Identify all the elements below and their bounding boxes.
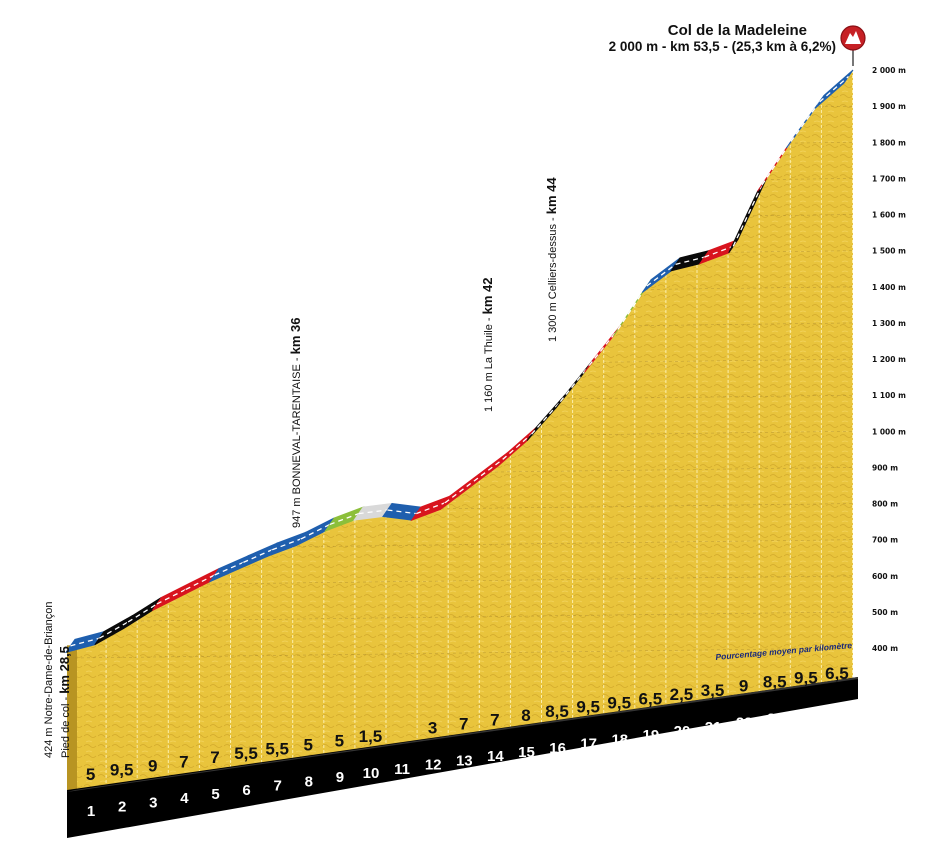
y-tick-label: 2 000 m <box>872 66 906 75</box>
gradient-value: 5,5 <box>265 740 289 759</box>
summit-marker <box>840 25 866 66</box>
km-label: 14 <box>487 748 504 765</box>
gradient-value: 3 <box>428 719 437 738</box>
y-tick-label: 1 400 m <box>872 283 906 292</box>
gradient-value: 8,5 <box>545 702 569 721</box>
annotation-la-thuile: 1 160 m La Thuile - km 42 <box>480 277 495 412</box>
km-base-strip <box>67 677 858 838</box>
km-label: 24 <box>798 706 815 723</box>
gradient-value: 8 <box>521 706 530 725</box>
km-label: 22 <box>736 715 753 732</box>
gradient-value: 8,5 <box>763 673 787 692</box>
gradient-value: 9 <box>148 757 157 776</box>
km-label: 23 <box>767 710 784 727</box>
y-tick-label: 700 m <box>872 536 898 545</box>
annotations: 424 m Notre-Dame-de-Briançon Pied de col … <box>43 177 559 758</box>
km-label: 19 <box>643 727 660 744</box>
km-label: 3 <box>149 794 157 811</box>
gradient-value: 5,5 <box>234 744 258 763</box>
annotation-celliers: 1 300 m Celliers-dessus - km 44 <box>544 177 559 342</box>
chart-title: Col de la Madeleine <box>668 22 807 39</box>
annotation-start-km: Pied de col - km 28,5 <box>57 646 72 758</box>
gradient-value: 5 <box>304 736 313 755</box>
gradient-value: 7 <box>179 752 188 771</box>
y-tick-label: 1 700 m <box>872 174 906 183</box>
km-labels: 1 2 3 4 5 6 7 8 9 10 11 12 13 14 15 16 17 18 19 20 21 22 23 24 2… <box>87 702 846 820</box>
gradient-labels: 5 9,5 9 7 7 5,5 5,5 5 5 1,5 3 7 7 8 8,5 9,5 9,5 6,5 2,5 3,5… <box>86 664 849 784</box>
km-label: 2 <box>118 799 126 816</box>
km-label: 16 <box>549 740 566 757</box>
km-label: 8 <box>305 773 313 790</box>
chart-subtitle: 2 000 m - km 53,5 - (25,3 km à 6,2%) <box>609 39 836 54</box>
km-label: 4 <box>180 790 189 807</box>
gradient-value: 6,5 <box>639 689 663 708</box>
gradient-value: 9,5 <box>607 694 631 713</box>
gradient-value: 9 <box>739 677 748 696</box>
km-label: 5 <box>211 786 219 803</box>
road-segments <box>64 69 854 654</box>
y-tick-label: 1 200 m <box>872 355 906 364</box>
km-label: 6 <box>242 782 250 799</box>
gradient-value: 6,5 <box>825 664 849 683</box>
gradient-value: 2,5 <box>670 685 694 704</box>
y-tick-label: 600 m <box>872 572 898 581</box>
km-label: 11 <box>394 761 410 778</box>
gradient-value: 7 <box>490 710 499 729</box>
gradient-value: 7 <box>210 748 219 767</box>
gradient-value: 5 <box>86 765 95 784</box>
gradient-value: 7 <box>459 715 468 734</box>
y-tick-label: 1 800 m <box>872 138 906 147</box>
y-tick-label: 800 m <box>872 500 898 509</box>
km-label: 15 <box>518 744 535 761</box>
y-tick-label: 900 m <box>872 463 898 472</box>
y-tick-label: 1 100 m <box>872 391 906 400</box>
y-axis-labels: 2 000 m 1 900 m 1 800 m 1 700 m 1 600 m 1 500… <box>872 66 906 653</box>
km-label: 1 <box>87 803 95 820</box>
km-label: 9 <box>336 769 344 786</box>
km-label: 7 <box>274 778 282 795</box>
gradient-value: 3,5 <box>701 681 725 700</box>
y-tick-label: 1 500 m <box>872 247 906 256</box>
gradient-value: 9,5 <box>110 761 134 780</box>
y-tick-label: 1 300 m <box>872 319 906 328</box>
profile-fill <box>67 70 853 790</box>
y-tick-label: 500 m <box>872 608 898 617</box>
gradient-value: 9,5 <box>576 698 600 717</box>
y-tick-label: 1 000 m <box>872 427 906 436</box>
annotation-bonneval: 947 m BONNEVAL-TARENTAISE - km 36 <box>288 318 303 528</box>
gradient-value: 1,5 <box>359 727 383 746</box>
gradient-value: 9,5 <box>794 668 818 687</box>
km-label: 20 <box>674 723 691 740</box>
km-label: 21 <box>705 719 722 736</box>
km-label: 25 <box>829 702 846 719</box>
km-label: 17 <box>580 736 597 753</box>
km-label: 10 <box>363 765 380 782</box>
y-tick-label: 1 900 m <box>872 102 906 111</box>
gradient-value: 5 <box>335 731 344 750</box>
km-label: 12 <box>425 757 442 774</box>
annotation-start-location: 424 m Notre-Dame-de-Briançon <box>43 601 55 758</box>
km-label: 18 <box>611 731 628 748</box>
km-label: 13 <box>456 752 473 769</box>
y-tick-label: 1 600 m <box>872 211 906 220</box>
y-tick-label: 400 m <box>872 644 898 653</box>
